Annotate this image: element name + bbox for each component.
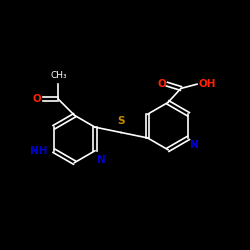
Text: S: S	[118, 116, 125, 126]
Text: NH: NH	[30, 146, 48, 156]
Text: OH: OH	[198, 79, 216, 89]
Text: O: O	[32, 94, 41, 104]
Text: N: N	[190, 140, 198, 150]
Text: N: N	[97, 155, 106, 165]
Text: CH₃: CH₃	[50, 71, 67, 80]
Text: O: O	[157, 79, 166, 89]
